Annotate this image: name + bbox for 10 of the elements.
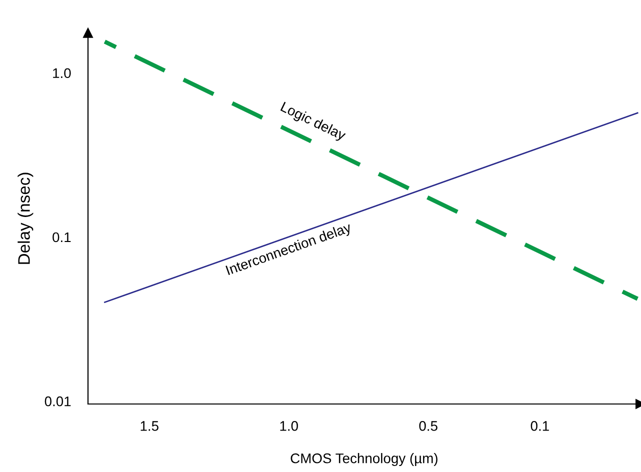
x-axis-title: CMOS Technology (µm) xyxy=(290,453,438,466)
y-axis-title: Delay (nsec) xyxy=(18,172,34,264)
y-tick-label: 1.0 xyxy=(53,68,71,78)
x-tick-label: 1.5 xyxy=(140,421,158,431)
annotation: Logic delay xyxy=(279,101,347,144)
x-tick-label: 1.0 xyxy=(280,421,298,431)
x-tick-label: 0.5 xyxy=(419,421,438,431)
y-tick-label: 0.01 xyxy=(44,396,71,406)
y-tick-label: 0.1 xyxy=(52,232,71,242)
x-tick-label: 0.1 xyxy=(530,421,549,431)
